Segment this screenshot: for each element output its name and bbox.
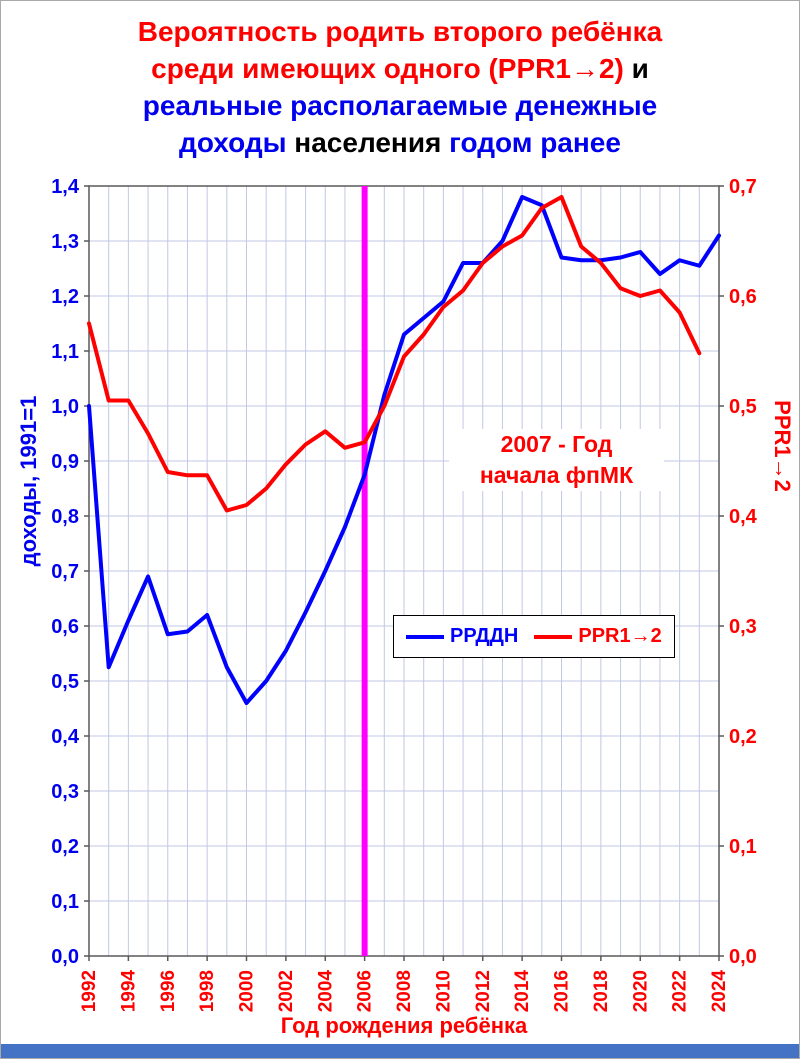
chart-title-segment: доходы: [179, 127, 287, 158]
left-tick-label: 1,3: [51, 231, 79, 253]
left-tick-label: 0,2: [51, 836, 79, 858]
chart-title-segment: среди имеющих одного (PPR1→2): [151, 53, 624, 84]
right-tick-label: 0,7: [729, 176, 757, 198]
annotation-line1: 2007 - Год: [500, 431, 613, 457]
right-tick-label: 0,4: [729, 506, 758, 528]
left-tick-label: 0,7: [51, 561, 79, 583]
left-tick-label: 0,9: [51, 451, 79, 473]
x-tick-label: 1994: [118, 970, 139, 1013]
chart-title-line: доходы населения годом ранее: [1, 124, 799, 161]
legend-swatch-rrddn: [406, 634, 444, 639]
legend-label-ppr12: PPR1→2: [578, 625, 662, 647]
chart-title: Вероятность родить второго ребёнка среди …: [1, 13, 799, 161]
left-tick-label: 0,4: [51, 726, 80, 748]
chart-title-line: Вероятность родить второго ребёнка: [1, 13, 799, 50]
x-tick-label: 2014: [512, 970, 533, 1013]
left-axis-title: доходы, 1991=1: [16, 395, 41, 567]
x-tick-label: 2016: [552, 970, 573, 1012]
annotation-2007-fpmk: 2007 - Год начала фпМК: [449, 429, 664, 491]
x-tick-label: 2022: [670, 970, 691, 1012]
legend-item-ppr12: PPR1→2: [534, 625, 662, 648]
x-tick-label: 2024: [709, 970, 730, 1013]
right-tick-label: 0,2: [729, 726, 757, 748]
right-tick-label: 0,1: [729, 836, 757, 858]
x-tick-label: 2004: [315, 970, 336, 1013]
chart-title-segment: реальные располагаемые денежные: [142, 90, 658, 121]
chart-title-segment: и: [623, 53, 649, 84]
x-tick-label: 1996: [158, 970, 179, 1012]
chart-title-line: среди имеющих одного (PPR1→2) и: [1, 50, 799, 87]
left-tick-label: 1,0: [51, 396, 79, 418]
x-tick-label: 2020: [630, 970, 651, 1012]
right-tick-label: 0,6: [729, 286, 757, 308]
footer-bar: [1, 1044, 799, 1058]
right-tick-label: 0,0: [729, 946, 757, 968]
left-tick-label: 0,1: [51, 891, 79, 913]
right-tick-label: 0,5: [729, 396, 757, 418]
left-tick-label: 0,0: [51, 946, 79, 968]
chart-title-segment: населения: [286, 127, 450, 158]
x-tick-label: 2008: [394, 970, 415, 1012]
annotation-line2: начала фпМК: [479, 462, 634, 488]
left-tick-label: 1,2: [51, 286, 79, 308]
chart-title-segment: Вероятность родить второго ребёнка: [137, 16, 663, 47]
x-axis-title: Год рождения ребёнка: [280, 1013, 528, 1038]
x-tick-label: 2002: [276, 970, 297, 1012]
left-tick-label: 1,4: [51, 176, 80, 198]
legend-label-rrddn: РРДДН: [450, 625, 519, 647]
series-line-1: [87, 195, 702, 513]
left-tick-label: 0,5: [51, 671, 79, 693]
x-tick-label: 2018: [591, 970, 612, 1012]
x-tick-label: 2012: [473, 970, 494, 1012]
chart-title-segment: годом ранее: [449, 127, 621, 158]
left-tick-label: 0,3: [51, 781, 79, 803]
left-tick-label: 0,6: [51, 616, 79, 638]
legend-swatch-ppr12: [534, 634, 573, 639]
left-tick-label: 0,8: [51, 506, 79, 528]
right-tick-label: 0,3: [729, 616, 757, 638]
chart-title-line: реальные располагаемые денежные: [1, 87, 799, 124]
x-tick-label: 1998: [197, 970, 218, 1012]
series-line-0: [87, 195, 721, 705]
x-tick-label: 1992: [79, 970, 100, 1012]
x-tick-label: 2000: [237, 970, 258, 1012]
x-tick-label: 2006: [355, 970, 376, 1012]
legend: РРДДН PPR1→2: [393, 615, 675, 658]
right-axis-title: PPR1→2: [770, 400, 795, 492]
legend-item-rrddn: РРДДН: [406, 625, 518, 648]
left-tick-label: 1,1: [51, 341, 79, 363]
x-tick-label: 2010: [433, 970, 454, 1012]
